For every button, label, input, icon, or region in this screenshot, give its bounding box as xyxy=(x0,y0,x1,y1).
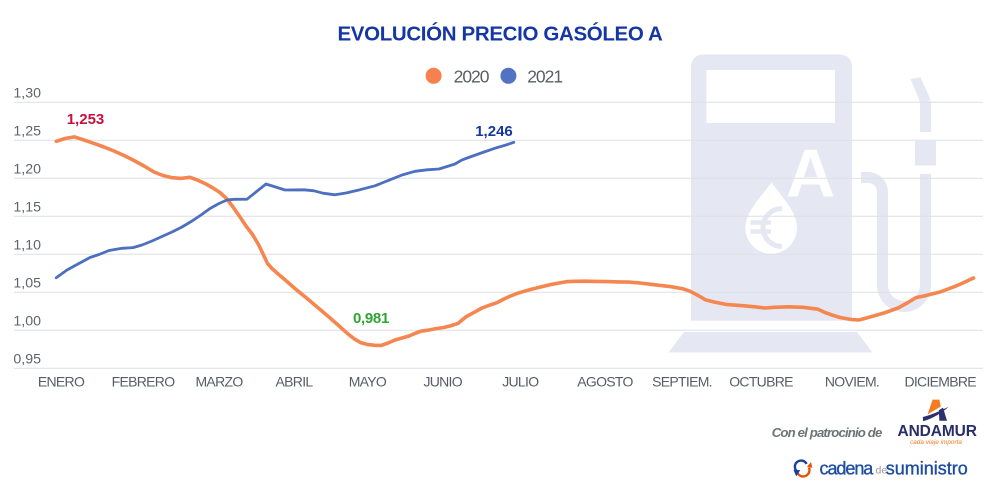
svg-text:1,246: 1,246 xyxy=(475,123,513,140)
svg-text:1,30: 1,30 xyxy=(13,85,41,101)
svg-text:1,253: 1,253 xyxy=(67,111,105,128)
svg-text:1,15: 1,15 xyxy=(13,199,41,215)
svg-text:JULIO: JULIO xyxy=(502,374,539,390)
svg-text:1,00: 1,00 xyxy=(13,313,41,329)
svg-text:SEPTIEM.: SEPTIEM. xyxy=(652,374,712,390)
svg-text:1,10: 1,10 xyxy=(13,237,41,253)
svg-text:Con el patrocinio de: Con el patrocinio de xyxy=(772,425,882,440)
svg-text:0,95: 0,95 xyxy=(13,351,41,367)
svg-text:AGOSTO: AGOSTO xyxy=(577,374,633,390)
svg-text:NOVIEM.: NOVIEM. xyxy=(825,374,879,390)
svg-text:2021: 2021 xyxy=(527,67,562,87)
svg-text:suministro: suministro xyxy=(886,458,968,478)
svg-text:ANDAMUR: ANDAMUR xyxy=(898,423,977,440)
svg-text:1,25: 1,25 xyxy=(13,123,41,139)
svg-text:A: A xyxy=(786,135,835,211)
svg-text:ENERO: ENERO xyxy=(38,374,85,390)
svg-text:OCTUBRE: OCTUBRE xyxy=(729,374,793,390)
svg-text:2020: 2020 xyxy=(454,67,490,87)
svg-text:de: de xyxy=(876,465,888,477)
svg-text:MAYO: MAYO xyxy=(349,374,387,390)
svg-text:EVOLUCIÓN PRECIO GASÓLEO A: EVOLUCIÓN PRECIO GASÓLEO A xyxy=(337,22,663,46)
svg-text:cada viaje importa: cada viaje importa xyxy=(910,439,962,446)
svg-text:MARZO: MARZO xyxy=(195,374,243,390)
svg-text:1,20: 1,20 xyxy=(13,161,41,177)
svg-text:JUNIO: JUNIO xyxy=(423,374,462,390)
svg-text:DICIEMBRE: DICIEMBRE xyxy=(904,374,976,390)
svg-text:ABRIL: ABRIL xyxy=(276,374,314,390)
svg-text:0,981: 0,981 xyxy=(353,310,389,327)
svg-text:1,05: 1,05 xyxy=(13,275,41,291)
svg-text:FEBRERO: FEBRERO xyxy=(112,374,176,390)
svg-text:cadena: cadena xyxy=(820,458,875,478)
